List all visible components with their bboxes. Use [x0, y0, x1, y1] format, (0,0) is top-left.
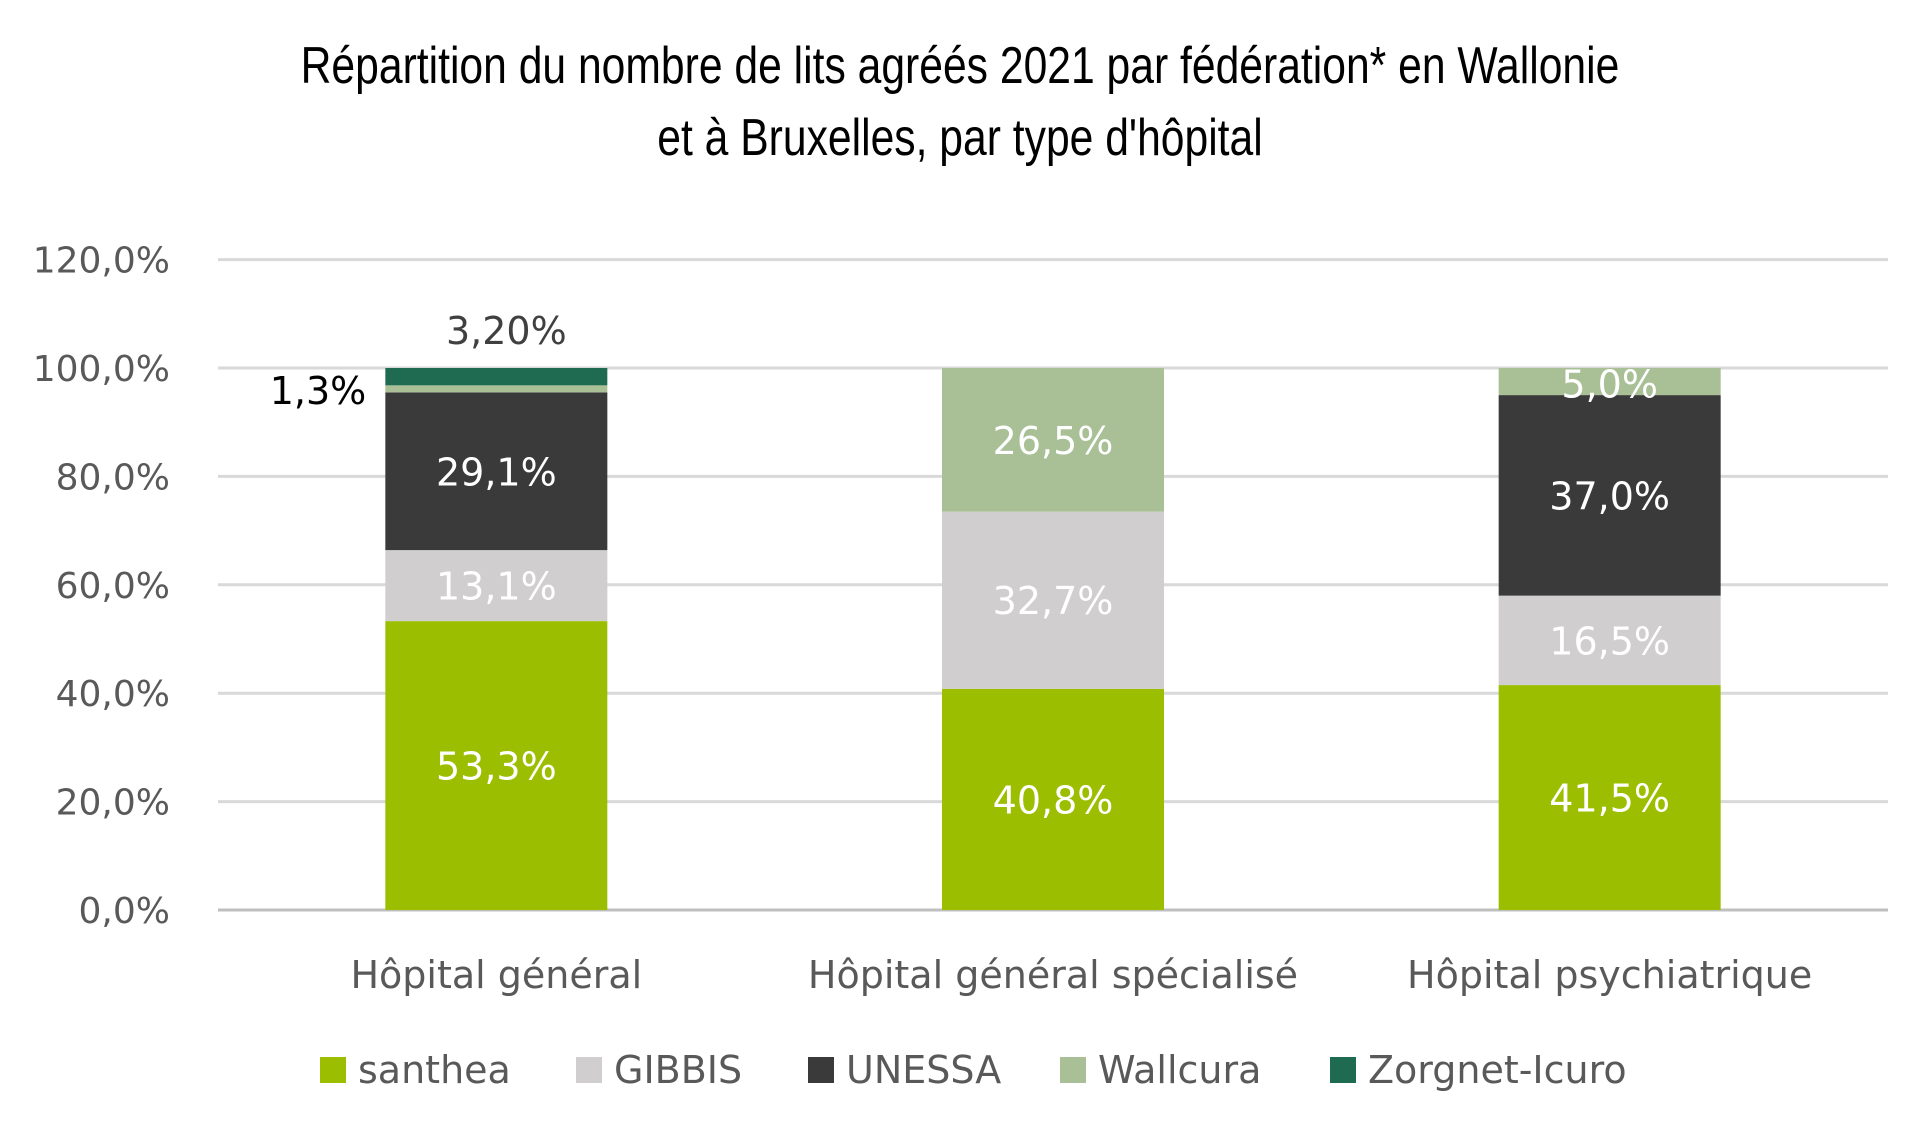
chart-title: Répartition du nombre de lits agréés 202… [173, 30, 1747, 174]
data-label: 32,7% [993, 579, 1114, 623]
legend-label: Wallcura [1098, 1048, 1261, 1092]
data-label: 5,0% [1561, 363, 1658, 407]
bar-segment-unessa [1498, 395, 1721, 596]
legend-swatch-unessa [808, 1057, 834, 1083]
data-label: 40,8% [993, 778, 1114, 822]
data-labels: 53,3% 40,8% 41,5% 13,1% 32,7% 16,5% 29,1% 37,0%… [270, 309, 1670, 822]
data-label: 29,1% [436, 450, 557, 494]
bar-segment-wallcura [942, 368, 1164, 512]
data-label: 16,5% [1549, 619, 1670, 663]
bar-segment-gibbis [1498, 595, 1721, 686]
y-tick-label: 0,0% [79, 891, 170, 932]
data-label: 13,1% [436, 565, 557, 609]
x-tick-label: Hôpital psychiatrique [1407, 953, 1812, 997]
bar-segment-wallcura [385, 385, 608, 393]
bar-segment-wallcura [1498, 368, 1721, 396]
data-label: 41,5% [1549, 777, 1670, 821]
bar-segment-santhea [942, 688, 1164, 910]
data-label: 3,20% [446, 309, 567, 353]
y-tick-label: 20,0% [56, 783, 170, 824]
legend-swatch-santhea [320, 1057, 346, 1083]
bar-segment-santhea [385, 621, 608, 910]
x-tick-label: Hôpital général spécialisé [808, 953, 1298, 997]
y-tick-label: 120,0% [33, 241, 170, 282]
chart-title-line-2: et à Bruxelles, par type d'hôpital [657, 109, 1263, 167]
legend-swatch-zorgnet-icuro [1330, 1057, 1356, 1083]
y-tick-label: 80,0% [56, 457, 170, 498]
bar-segment-santhea [1498, 685, 1721, 910]
y-tick-label: 100,0% [33, 349, 170, 390]
x-tick-label: Hôpital général [350, 953, 642, 997]
data-label: 1,3% [270, 369, 367, 413]
legend-label: Zorgnet-Icuro [1368, 1048, 1627, 1092]
bar-segment-unessa [385, 392, 608, 551]
bars [385, 368, 1721, 910]
y-tick-label: 40,0% [56, 674, 170, 715]
legend: santhea GIBBIS UNESSA Wallcura Zorgnet-Icuro [320, 1048, 1627, 1092]
chart-title-line-1: Répartition du nombre de lits agréés 202… [300, 37, 1620, 95]
legend-label: UNESSA [846, 1048, 1001, 1092]
y-tick-label: 60,0% [56, 566, 170, 607]
legend-swatch-gibbis [576, 1057, 602, 1083]
legend-label: santhea [358, 1048, 511, 1092]
legend-swatch-wallcura [1060, 1057, 1086, 1083]
data-label: 26,5% [993, 419, 1114, 463]
bar-segment-gibbis [942, 511, 1164, 689]
bar-segment-gibbis [385, 550, 608, 622]
data-label: 37,0% [1549, 474, 1670, 518]
bar-segment-zorgnet-icuro [385, 368, 608, 386]
data-label: 53,3% [436, 745, 557, 789]
axes: 0,0% 20,0% 40,0% 60,0% 80,0% 100,0% 120,0% Hôpi… [33, 241, 1813, 997]
legend-label: GIBBIS [614, 1048, 742, 1092]
